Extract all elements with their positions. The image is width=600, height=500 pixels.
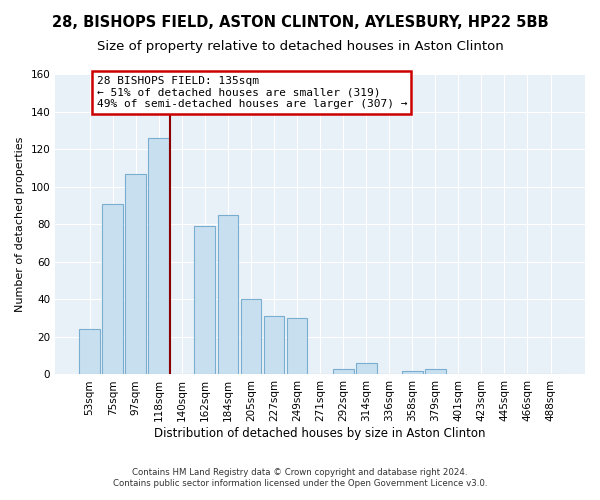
Bar [263, 316, 284, 374]
Bar [333, 369, 353, 374]
Bar [194, 226, 215, 374]
Bar [425, 369, 446, 374]
Bar [148, 138, 169, 374]
Bar [102, 204, 123, 374]
Bar [356, 363, 377, 374]
Bar [241, 300, 262, 374]
Bar [402, 370, 422, 374]
Bar [287, 318, 307, 374]
Bar [218, 215, 238, 374]
Text: 28, BISHOPS FIELD, ASTON CLINTON, AYLESBURY, HP22 5BB: 28, BISHOPS FIELD, ASTON CLINTON, AYLESB… [52, 15, 548, 30]
Text: Size of property relative to detached houses in Aston Clinton: Size of property relative to detached ho… [97, 40, 503, 53]
Bar [125, 174, 146, 374]
X-axis label: Distribution of detached houses by size in Aston Clinton: Distribution of detached houses by size … [154, 427, 486, 440]
Bar [79, 330, 100, 374]
Y-axis label: Number of detached properties: Number of detached properties [15, 136, 25, 312]
Text: Contains HM Land Registry data © Crown copyright and database right 2024.
Contai: Contains HM Land Registry data © Crown c… [113, 468, 487, 487]
Text: 28 BISHOPS FIELD: 135sqm
← 51% of detached houses are smaller (319)
49% of semi-: 28 BISHOPS FIELD: 135sqm ← 51% of detach… [97, 76, 407, 109]
